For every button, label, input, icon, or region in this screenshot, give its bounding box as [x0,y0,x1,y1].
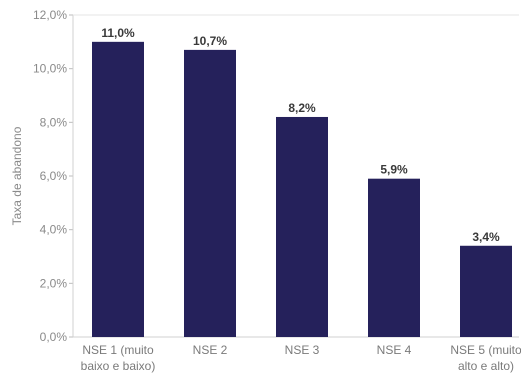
data-label: 10,7% [193,34,227,48]
y-tick-label: 10,0% [33,62,67,76]
data-label: 3,4% [472,230,500,244]
bar [460,246,512,337]
bar [184,50,236,337]
bar [276,117,328,337]
bar [92,42,144,337]
x-tick-label: alto e alto) [458,359,514,373]
y-tick-label: 8,0% [40,115,68,129]
y-tick-label: 4,0% [40,223,68,237]
x-tick-label: NSE 1 (muito [82,343,154,357]
y-tick-label: 2,0% [40,276,68,290]
y-tick-label: 12,0% [33,8,67,22]
x-tick-label: NSE 4 [377,343,412,357]
y-tick-label: 6,0% [40,169,68,183]
y-tick-label: 0,0% [40,330,68,344]
data-label: 5,9% [380,163,408,177]
y-axis-title: Taxa de abandono [10,126,24,225]
x-tick-label: NSE 2 [193,343,228,357]
data-label: 11,0% [101,26,135,40]
x-tick-label: NSE 5 (muito [450,343,521,357]
x-tick-label: NSE 3 [285,343,320,357]
y-axis-ticks: 0,0% 2,0% 4,0% 6,0% 8,0% 10,0% 12,0% [33,8,73,344]
bars [92,42,512,337]
x-axis-labels: NSE 1 (muito baixo e baixo) NSE 2 NSE 3 NSE … [81,343,521,373]
x-tick-label: baixo e baixo) [81,359,156,373]
data-label: 8,2% [288,101,316,115]
bar [368,179,420,337]
